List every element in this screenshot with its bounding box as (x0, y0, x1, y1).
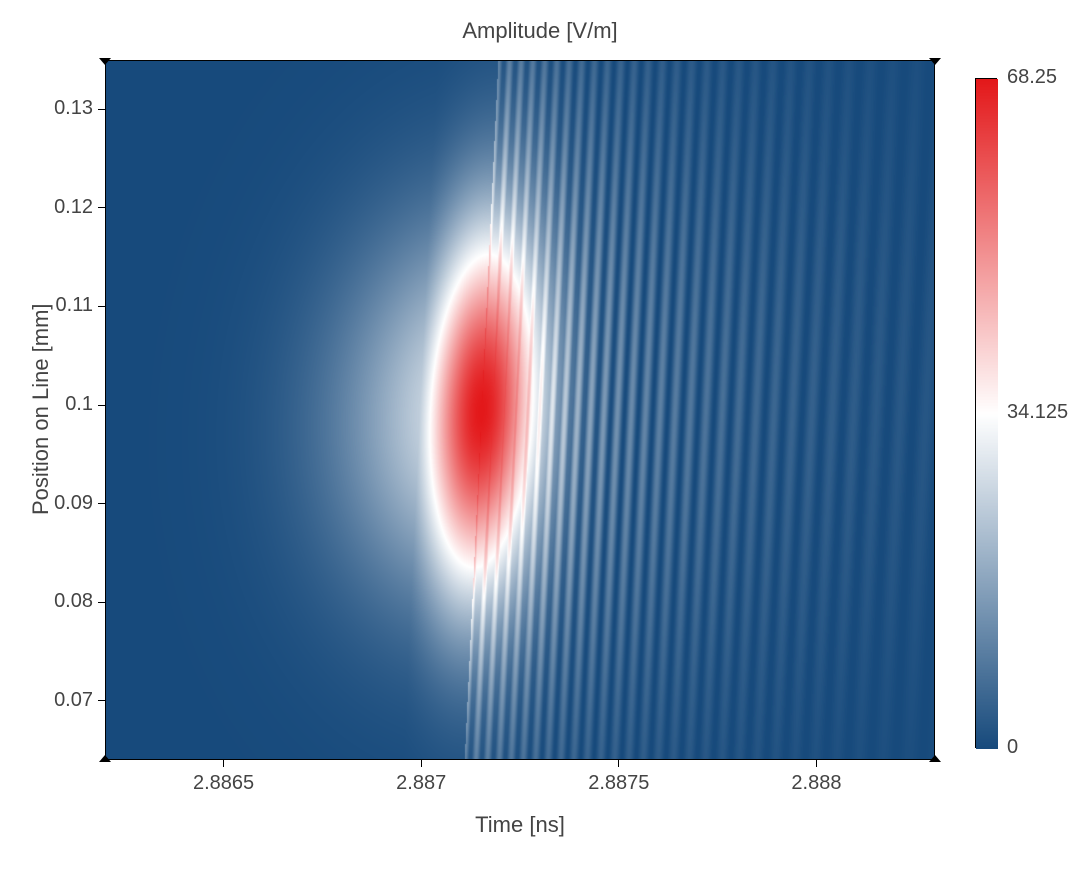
frame-corner-marker (929, 755, 941, 762)
colorbar-tick-label: 0 (1007, 736, 1018, 759)
y-tick-label: 0.09 (35, 492, 93, 515)
x-tick-label: 2.8865 (174, 772, 274, 795)
x-tick-label: 2.888 (766, 772, 866, 795)
y-tick-mark (98, 503, 105, 504)
colorbar-tick-label: 34.125 (1007, 401, 1068, 424)
frame-corner-marker (99, 58, 111, 65)
x-tick-mark (816, 760, 817, 767)
y-tick-label: 0.11 (35, 294, 93, 317)
colorbar-tick-label: 68.25 (1007, 66, 1057, 89)
y-tick-label: 0.07 (35, 689, 93, 712)
figure: Amplitude [V/m] Position on Line [mm] Ti… (0, 0, 1080, 877)
y-tick-mark (98, 306, 105, 307)
y-tick-mark (98, 405, 105, 406)
frame-corner-marker (929, 58, 941, 65)
heatmap-canvas (106, 61, 935, 760)
y-tick-mark (98, 602, 105, 603)
y-tick-label: 0.12 (35, 196, 93, 219)
y-tick-label: 0.1 (35, 393, 93, 416)
chart-title: Amplitude [V/m] (0, 18, 1080, 44)
frame-corner-marker (99, 755, 111, 762)
x-tick-mark (421, 760, 422, 767)
x-tick-mark (223, 760, 224, 767)
heatmap-plot (105, 60, 935, 760)
y-tick-label: 0.08 (35, 590, 93, 613)
x-axis-label: Time [ns] (105, 812, 935, 838)
y-tick-label: 0.13 (35, 97, 93, 120)
x-tick-mark (618, 760, 619, 767)
colorbar-canvas (976, 79, 998, 749)
x-tick-label: 2.8875 (569, 772, 669, 795)
y-tick-mark (98, 700, 105, 701)
colorbar (975, 78, 997, 748)
x-tick-label: 2.887 (371, 772, 471, 795)
y-tick-mark (98, 207, 105, 208)
y-tick-mark (98, 109, 105, 110)
